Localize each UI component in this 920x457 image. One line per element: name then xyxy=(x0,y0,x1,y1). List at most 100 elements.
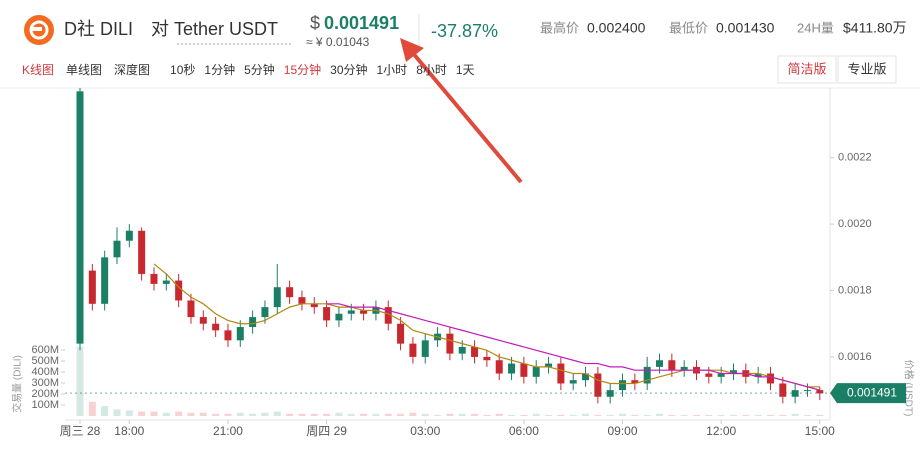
pair-quote: 对 Tether USDT xyxy=(151,19,278,39)
x-tick-label: 周三 28 xyxy=(60,424,101,438)
low: 0.001430 xyxy=(716,20,775,36)
change: -37.87% xyxy=(431,21,498,41)
candle-body xyxy=(668,360,676,371)
volume-bar xyxy=(199,412,207,416)
candle-body xyxy=(766,373,774,384)
candle-body xyxy=(471,346,479,357)
mode-button[interactable] xyxy=(777,55,837,84)
x-tick-label: 15:00 xyxy=(805,424,835,438)
volume-bar xyxy=(138,411,146,416)
volume-bar xyxy=(397,413,405,416)
candle-body xyxy=(483,356,491,361)
last-price-label: 0.001491 xyxy=(847,385,897,399)
view-tab[interactable]: 单线图 xyxy=(66,63,102,77)
volume-bar xyxy=(273,411,281,416)
volume-bar xyxy=(742,414,750,416)
mode-button[interactable] xyxy=(837,55,897,84)
volume-bar xyxy=(175,411,183,416)
volume-bar xyxy=(310,413,318,416)
volume-bar xyxy=(212,413,220,416)
volume-bar xyxy=(224,413,232,416)
volume-bar xyxy=(779,414,787,416)
volume-bar xyxy=(286,413,294,416)
candle-body xyxy=(421,340,429,357)
mode-label[interactable]: 专业版 xyxy=(847,61,886,76)
volume-bar xyxy=(729,414,737,416)
volume-bar xyxy=(249,413,257,416)
volume-axis-label: 交易量 (DILI) xyxy=(11,355,24,413)
candle-body xyxy=(803,390,811,392)
candle-body xyxy=(125,230,133,241)
x-tick-label: 18:00 xyxy=(114,424,144,438)
candle-body xyxy=(680,366,688,371)
cny-price: ≈ ¥ 0.01043 xyxy=(306,35,370,49)
candle-body xyxy=(495,360,503,374)
candle-body xyxy=(705,373,713,377)
y-tick-label: 0.0022 xyxy=(838,152,872,164)
interval-tab[interactable]: 1小时 xyxy=(377,63,408,77)
interval-tab[interactable]: 10秒 xyxy=(170,63,195,77)
candle-body xyxy=(212,323,220,331)
high-label: 最高价 xyxy=(540,20,579,35)
mode-label[interactable]: 简洁版 xyxy=(787,61,826,76)
interval-tab[interactable]: 8小时 xyxy=(416,63,447,77)
x-tick-label: 周四 29 xyxy=(306,424,347,438)
interval-tab[interactable]: 1天 xyxy=(456,63,475,77)
volume-bar xyxy=(360,413,368,416)
candle-body xyxy=(187,300,195,318)
candle-body xyxy=(113,240,121,258)
candle-body xyxy=(791,390,799,397)
candle-body xyxy=(138,230,146,274)
interval-tab[interactable]: 1分钟 xyxy=(204,62,235,77)
view-tab[interactable]: 深度图 xyxy=(114,62,150,77)
volume-bar xyxy=(754,414,762,416)
volume-bar xyxy=(668,414,676,416)
currency: $ xyxy=(310,13,320,33)
volume-bar xyxy=(101,406,109,416)
y-tick-label: 0.0016 xyxy=(838,351,872,363)
candle-body xyxy=(298,297,306,304)
volume-bar xyxy=(446,413,454,416)
volume-bar xyxy=(187,412,195,416)
volume-bar xyxy=(125,410,133,416)
interval-tab[interactable]: 30分钟 xyxy=(330,62,367,77)
candle-body xyxy=(273,287,281,308)
volume-bar xyxy=(384,413,392,416)
volume-bar xyxy=(76,346,84,416)
volume-bar xyxy=(236,412,244,416)
x-tick-label: 03:00 xyxy=(410,424,440,438)
volume-bar xyxy=(113,409,121,416)
candle-body xyxy=(557,363,565,384)
candle-body xyxy=(310,303,318,308)
candle-body xyxy=(335,313,343,321)
view-tab[interactable]: K线图 xyxy=(22,63,54,77)
candle-body xyxy=(261,307,269,318)
logo xyxy=(24,15,54,45)
volume-bar xyxy=(791,413,799,416)
volume-bar xyxy=(520,414,528,416)
candle-body xyxy=(754,373,762,377)
candle-body xyxy=(532,366,540,377)
candle-body xyxy=(582,373,590,381)
volume-bar xyxy=(335,412,343,416)
candle-body xyxy=(360,310,368,314)
vol-label: 24H量 xyxy=(797,20,834,35)
interval-tab[interactable]: 15分钟 xyxy=(284,62,321,77)
arrow xyxy=(400,38,523,184)
candle-body xyxy=(779,383,787,397)
volume-bar xyxy=(631,414,639,416)
last-price-tag xyxy=(830,383,906,404)
interval-tab[interactable]: 5分钟 xyxy=(244,62,275,77)
volume-bar xyxy=(162,412,170,416)
candle-body xyxy=(508,363,516,374)
volume-bar xyxy=(458,413,466,416)
volume-bar xyxy=(508,414,516,416)
candle-body xyxy=(545,363,553,367)
high: 0.002400 xyxy=(587,20,646,36)
volume-bar xyxy=(347,413,355,416)
candle-body xyxy=(569,380,577,384)
candle-body xyxy=(150,273,158,284)
volume-bar xyxy=(483,414,491,416)
